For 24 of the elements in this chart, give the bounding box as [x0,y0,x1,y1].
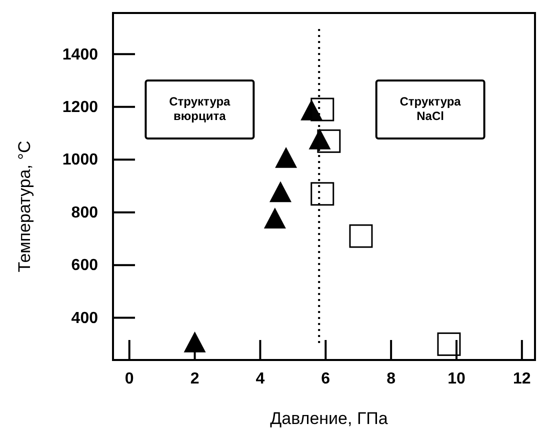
annotation: Структура вюрцита [169,94,231,123]
x-tick-label: 4 [256,370,265,388]
y-tick-label: 1000 [62,152,98,169]
y-tick-label: 400 [71,310,98,327]
x-tick-label: 8 [386,370,396,388]
point [184,332,206,352]
x-tick-label: 10 [448,370,466,388]
point [275,146,298,168]
point [269,181,292,202]
y-tick-label: 800 [71,204,98,222]
x-tick-label: 2 [190,370,200,388]
y-tick-label: 1200 [62,98,98,116]
x-axis-title: Давление, ГПа [270,409,388,428]
y-tick-label: 1400 [62,46,98,64]
point [308,128,331,150]
x-tick-label: 0 [124,370,134,388]
point [300,99,323,120]
y-tick-label: 600 [71,257,98,274]
x-tick-label: 12 [513,370,531,388]
x-tick-label: 6 [321,370,330,388]
point [264,208,286,228]
point [437,332,461,356]
y-axis-title: Температура, °C [15,140,34,272]
annotation: Структура NaCl [400,94,462,123]
